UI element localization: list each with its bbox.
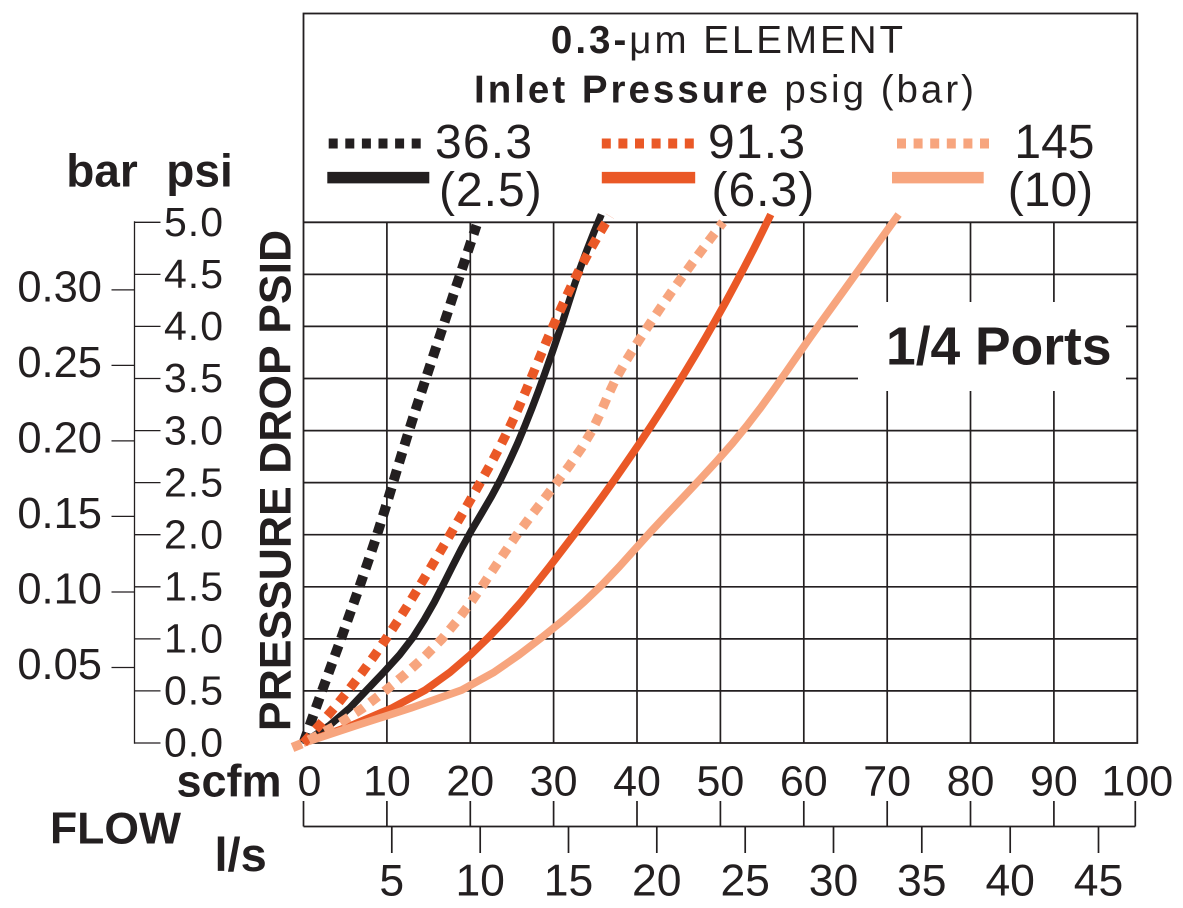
svg-text:4.0: 4.0 [164, 303, 224, 349]
svg-text:36.3: 36.3 [435, 116, 533, 169]
svg-text:60: 60 [780, 758, 828, 806]
svg-text:(10): (10) [1008, 164, 1093, 217]
svg-text:FLOW: FLOW [50, 804, 181, 853]
svg-text:l/s: l/s [215, 828, 267, 881]
svg-text:2.0: 2.0 [164, 511, 224, 557]
svg-text:0.20: 0.20 [17, 414, 102, 462]
svg-text:scfm: scfm [176, 756, 281, 807]
svg-text:30: 30 [809, 856, 859, 905]
svg-text:0: 0 [298, 758, 322, 806]
svg-text:(6.3): (6.3) [712, 164, 816, 217]
svg-text:0.10: 0.10 [17, 566, 102, 614]
svg-text:1/4 Ports: 1/4 Ports [886, 318, 1112, 377]
svg-text:0.5: 0.5 [164, 668, 224, 714]
svg-text:100: 100 [1101, 758, 1173, 806]
svg-text:15: 15 [544, 856, 594, 905]
svg-text:3.0: 3.0 [164, 407, 224, 453]
svg-text:10: 10 [363, 758, 411, 806]
svg-text:40: 40 [985, 856, 1035, 905]
svg-text:40: 40 [613, 758, 661, 806]
svg-text:0.3-μm ELEMENT: 0.3-μm ELEMENT [551, 19, 906, 62]
svg-text:1.0: 1.0 [164, 616, 224, 662]
svg-text:bar: bar [66, 145, 138, 197]
svg-text:3.5: 3.5 [164, 355, 224, 401]
svg-text:2.5: 2.5 [164, 459, 224, 505]
svg-text:0.15: 0.15 [17, 490, 102, 538]
svg-text:35: 35 [897, 856, 947, 905]
svg-text:4.5: 4.5 [164, 251, 224, 297]
svg-text:0.30: 0.30 [17, 263, 102, 311]
svg-text:0.25: 0.25 [17, 339, 102, 387]
svg-text:10: 10 [455, 856, 505, 905]
svg-text:0.05: 0.05 [17, 641, 102, 689]
svg-text:30: 30 [530, 758, 578, 806]
svg-text:80: 80 [947, 758, 995, 806]
svg-text:psi: psi [166, 145, 232, 197]
svg-text:145: 145 [1014, 116, 1094, 169]
svg-text:70: 70 [863, 758, 911, 806]
svg-text:(2.5): (2.5) [439, 164, 543, 217]
svg-text:Inlet Pressure psig (bar): Inlet Pressure psig (bar) [474, 69, 977, 112]
svg-text:45: 45 [1074, 856, 1124, 905]
svg-text:0.0: 0.0 [164, 720, 224, 766]
svg-text:1.5: 1.5 [164, 564, 224, 610]
svg-text:90: 90 [1030, 758, 1078, 806]
svg-text:20: 20 [446, 758, 494, 806]
svg-text:25: 25 [720, 856, 770, 905]
svg-text:50: 50 [696, 758, 744, 806]
svg-text:91.3: 91.3 [708, 116, 806, 169]
svg-text:5.0: 5.0 [164, 199, 224, 245]
svg-text:5: 5 [379, 856, 404, 905]
svg-text:PRESSURE DROP PSID: PRESSURE DROP PSID [252, 230, 301, 731]
svg-text:20: 20 [632, 856, 682, 905]
